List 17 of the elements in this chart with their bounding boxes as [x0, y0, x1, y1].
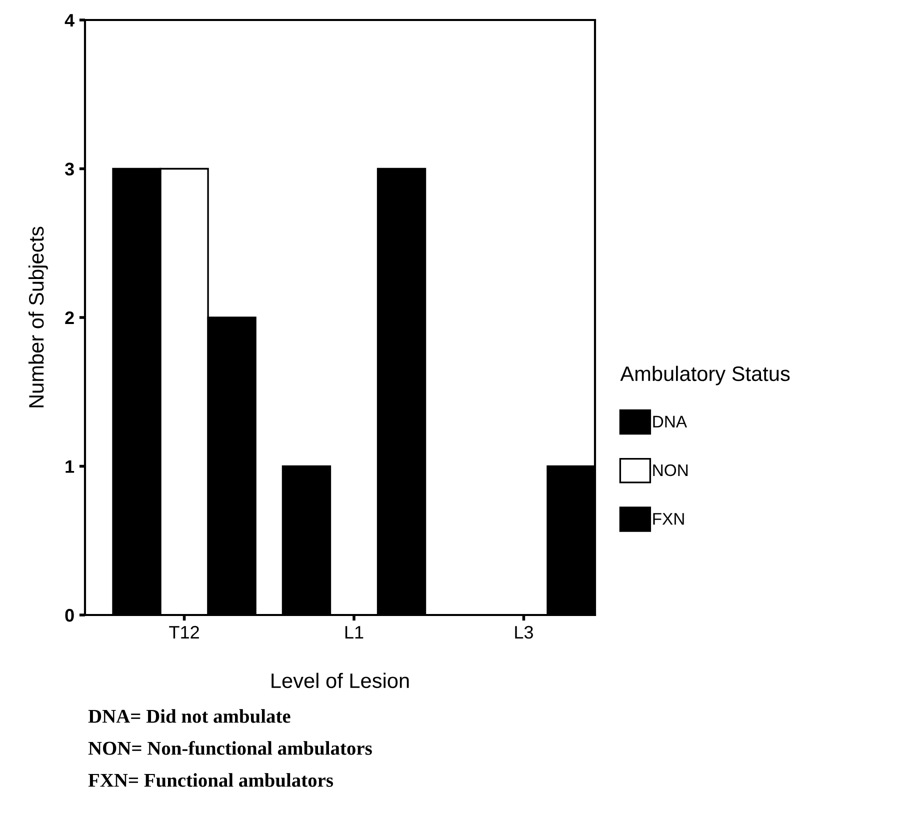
legend-title: Ambulatory Status: [620, 366, 790, 386]
legend-label: FXN: [653, 513, 684, 525]
y-tick-label: 1: [66, 460, 74, 473]
text: DNA= Did not ambulate: [88, 709, 290, 723]
text: NON= Non-functional ambulators: [88, 740, 372, 755]
y-tick-label: 0: [65, 608, 74, 622]
y-tick-label: 4: [64, 14, 74, 27]
y-tick-label: 2: [65, 311, 74, 324]
text: FXN= Functional ambulators: [88, 773, 334, 787]
legend-label: DNA: [653, 416, 688, 428]
x-tick-label: L1: [345, 626, 364, 638]
y-axis-title: Number of Subjects: [28, 226, 48, 408]
legend-label: NON: [653, 464, 688, 476]
x-tick-label: L3: [515, 626, 533, 639]
y-tick-label: 3: [64, 162, 74, 176]
x-tick-label: T12: [169, 626, 199, 638]
x-axis-title: Level of Lesion: [272, 672, 409, 688]
